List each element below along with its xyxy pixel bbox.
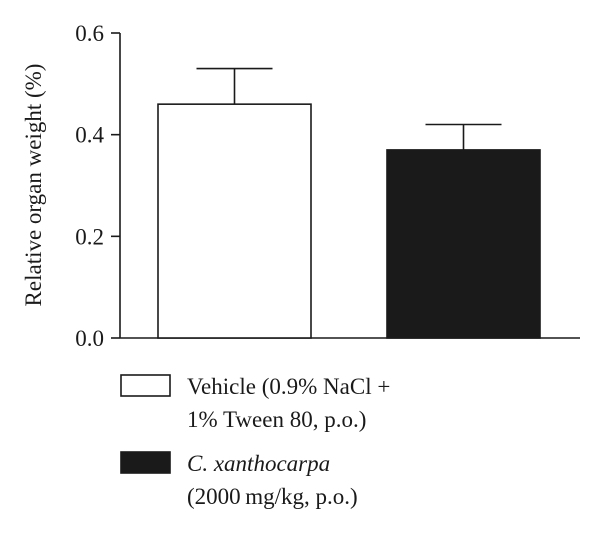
bars: [157, 103, 541, 339]
legend-label-1-line-1: Vehicle (0.9% NaCl +: [187, 374, 390, 399]
legend: Vehicle (0.9% NaCl + 1% Tween 80, p.o.) C.…: [120, 374, 390, 509]
y-tick-label: 0.6: [75, 21, 104, 46]
legend-swatch-1: [120, 374, 171, 397]
legend-label-2-line-2: (2000 mg/kg, p.o.): [187, 484, 358, 509]
y-tick-label: 0.4: [75, 123, 104, 148]
y-tick-label: 0.2: [75, 224, 104, 249]
y-tick-label: 0.0: [75, 326, 104, 351]
y-axis-title: Relative organ weight (%): [21, 64, 46, 307]
error-bars: [196, 67, 502, 150]
legend-label-1-line-2: 1% Tween 80, p.o.): [187, 407, 366, 432]
y-ticks: 0.0 0.2 0.4 0.6: [75, 21, 120, 351]
legend-swatch-2: [120, 451, 171, 474]
bar-1: [157, 103, 312, 339]
legend-label-2-line-1: C. xanthocarpa: [187, 451, 330, 476]
bar-2: [386, 149, 541, 339]
